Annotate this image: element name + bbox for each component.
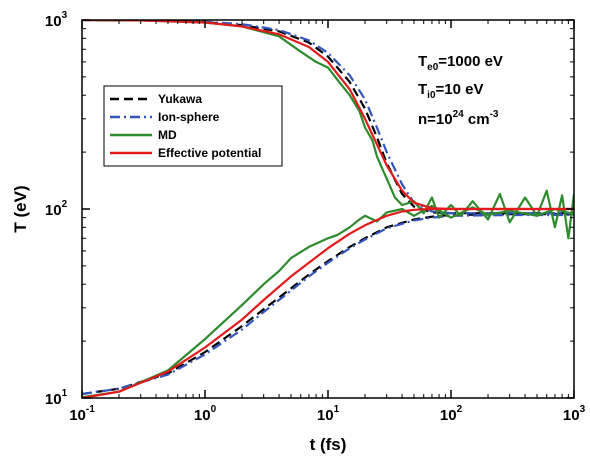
y-axis-title: T (eV) <box>11 185 30 232</box>
x-tick-label: 100 <box>194 404 217 424</box>
series-md-ion <box>82 204 574 398</box>
series-ion-sphere-electron <box>82 20 574 215</box>
annotation-ti0: Ti0=10 eV <box>418 81 483 101</box>
x-tick-label: 101 <box>317 404 340 424</box>
annotation-te0: Te0=1000 eV <box>418 53 503 73</box>
legend-label-effective-potential: Effective potential <box>158 146 261 160</box>
annotation-density: n=1024 cm-3 <box>418 109 499 128</box>
legend: Yukawa Ion-sphere MD Effective potential <box>103 85 283 167</box>
x-axis-title: t (fs) <box>310 435 347 454</box>
x-tick-label: 10-1 <box>69 404 95 424</box>
y-tick-label: 103 <box>45 10 68 30</box>
series-md-electron <box>82 20 574 240</box>
series-yukawa-ion <box>82 213 574 396</box>
x-tick-label: 103 <box>563 404 586 424</box>
legend-label-yukawa: Yukawa <box>158 92 202 106</box>
y-tick-label: 102 <box>45 199 68 219</box>
tick-layer: 10-1 100 101 102 103 101 102 103 <box>45 10 586 424</box>
x-tick-label: 102 <box>440 404 463 424</box>
series-effective-potential-ion <box>82 207 574 398</box>
legend-label-md: MD <box>158 128 177 142</box>
series-layer <box>82 20 574 398</box>
y-tick-label: 101 <box>45 388 68 408</box>
legend-label-ion-sphere: Ion-sphere <box>158 110 220 124</box>
